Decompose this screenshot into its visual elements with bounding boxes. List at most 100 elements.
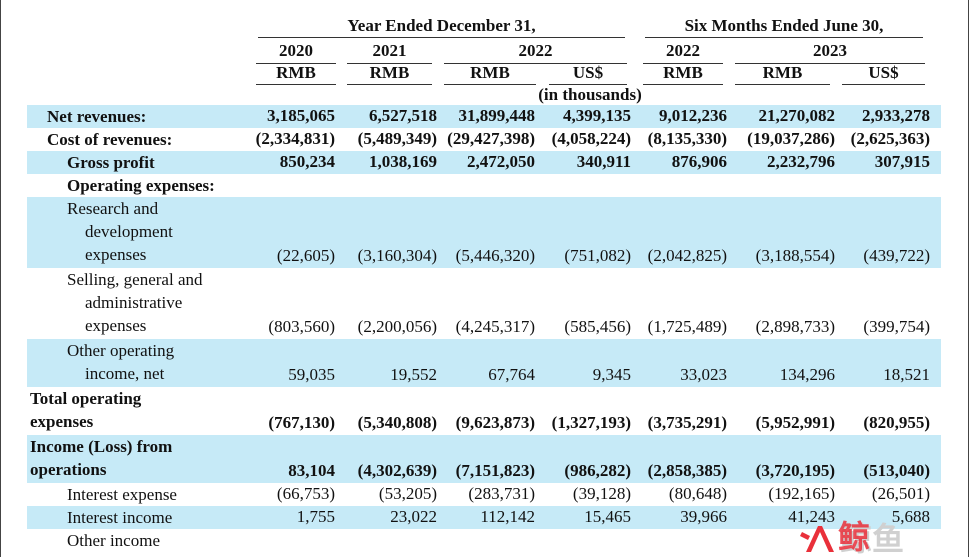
row-label: Total operating expenses	[30, 389, 142, 431]
value-cell: 112,142	[480, 507, 535, 526]
table-row: Other operating income, net 59,035 19,552 67…	[27, 339, 941, 387]
value-cell: (66,753)	[276, 484, 335, 503]
watermark-logo: 鲸鱼 鲸	[800, 518, 904, 557]
value-cell: 1,038,169	[369, 152, 437, 171]
value-cell: (2,042,825)	[647, 246, 727, 265]
row-label: Gross profit	[67, 153, 155, 172]
value-cell: (26,501)	[871, 484, 930, 503]
value-cell: 3,185,065	[267, 106, 335, 125]
value-cell: (2,625,363)	[850, 129, 930, 148]
value-cell: (513,040)	[863, 461, 930, 480]
header-currency-2: RMB	[343, 63, 436, 85]
value-cell: 23,022	[390, 507, 437, 526]
value-cell: (1,725,489)	[647, 317, 727, 336]
row-label: Operating expenses:	[67, 176, 215, 195]
value-cell: 67,764	[488, 365, 535, 384]
value-cell: 6,527,518	[369, 106, 437, 125]
value-cell: 9,345	[592, 365, 631, 384]
row-label: Other income	[67, 531, 160, 550]
watermark-mark-icon	[806, 526, 834, 552]
header-year-2022-six: 2022	[639, 41, 727, 64]
header-year-2023: 2023	[731, 41, 929, 64]
table-row: Interest expense (66,753) (53,205) (283,731…	[27, 483, 941, 506]
value-cell: 83,104	[288, 461, 335, 480]
value-cell: (4,058,224)	[551, 129, 631, 148]
table-row: Total operating expenses (767,130) (5,340,8…	[27, 387, 941, 435]
value-cell: 1,755	[296, 507, 335, 526]
value-cell: 9,012,236	[659, 106, 727, 125]
table-row: Other income	[27, 529, 941, 552]
income-statement-table: Net revenues: 3,185,065 6,527,518 31,899,44…	[27, 105, 941, 552]
table-row: Net revenues: 3,185,065 6,527,518 31,899,44…	[27, 105, 941, 128]
value-cell: 31,899,448	[458, 106, 536, 125]
value-cell: (80,648)	[668, 484, 727, 503]
value-cell: (29,427,398)	[447, 129, 535, 148]
value-cell: (39,128)	[572, 484, 631, 503]
row-label: Other operating income, net	[67, 341, 175, 383]
value-cell: 340,911	[576, 152, 631, 171]
value-cell: (1,327,193)	[551, 413, 631, 432]
value-cell: (8,135,330)	[647, 129, 727, 148]
value-cell: 41,243	[788, 507, 835, 526]
value-cell: (5,952,991)	[755, 413, 835, 432]
header-currency-5: RMB	[639, 63, 727, 85]
value-cell: (751,082)	[564, 246, 631, 265]
value-cell: 876,906	[671, 152, 727, 171]
value-cell: (585,456)	[564, 317, 631, 336]
svg-text:鲸: 鲸	[838, 518, 870, 556]
value-cell: 2,232,796	[767, 152, 835, 171]
table-row: Research and development expenses (22,605) (…	[27, 197, 941, 268]
value-cell: (803,560)	[268, 317, 335, 336]
value-cell: 39,966	[680, 507, 727, 526]
header-currency-1: RMB	[252, 63, 340, 85]
row-label: Net revenues:	[47, 107, 147, 126]
value-cell: 59,035	[288, 365, 335, 384]
value-cell: (192,165)	[768, 484, 835, 503]
value-cell: (9,623,873)	[455, 413, 535, 432]
value-cell: (767,130)	[268, 413, 335, 432]
row-label: Selling, general and administrative expens…	[67, 270, 203, 335]
table-row: Operating expenses:	[27, 174, 941, 197]
value-cell: (5,446,320)	[455, 246, 535, 265]
header-year-2022: 2022	[440, 41, 631, 64]
value-cell: 2,472,050	[467, 152, 535, 171]
value-cell: 850,234	[279, 152, 335, 171]
value-cell: 307,915	[874, 152, 930, 171]
row-label: Cost of revenues:	[47, 130, 173, 149]
value-cell: 21,270,082	[758, 106, 836, 125]
header-currency-3: RMB	[440, 63, 540, 85]
value-cell: (3,160,304)	[357, 246, 437, 265]
value-cell: 33,023	[680, 365, 727, 384]
header-year-2021: 2021	[343, 41, 436, 64]
value-cell: (399,754)	[863, 317, 930, 336]
value-cell: (2,858,385)	[647, 461, 727, 480]
value-cell: (3,720,195)	[755, 461, 835, 480]
table-row: Income (Loss) from operations 83,104 (4,302…	[27, 435, 941, 483]
value-cell: (283,731)	[468, 484, 535, 503]
value-cell: (7,151,823)	[455, 461, 535, 480]
row-label: Research and development expenses	[67, 199, 173, 264]
value-cell: (4,302,639)	[357, 461, 437, 480]
value-cell: (5,340,808)	[357, 413, 437, 432]
table-row: Interest income 1,755 23,022 112,142 15,465 3…	[27, 506, 941, 529]
value-cell: (820,955)	[863, 413, 930, 432]
value-cell: (439,722)	[863, 246, 930, 265]
header-group-six-months: Six Months Ended June 30,	[639, 16, 929, 38]
svg-text:鲸鱼: 鲸鱼	[840, 520, 904, 557]
value-cell: 15,465	[584, 507, 631, 526]
value-cell: 2,933,278	[862, 106, 930, 125]
table-row: Gross profit 850,234 1,038,169 2,472,050 340…	[27, 151, 941, 174]
value-cell: (3,735,291)	[647, 413, 727, 432]
value-cell: (986,282)	[564, 461, 631, 480]
value-cell: (22,605)	[276, 246, 335, 265]
value-cell: 18,521	[883, 365, 930, 384]
value-cell: (2,200,056)	[357, 317, 437, 336]
units-note: (in thousands)	[538, 85, 642, 104]
header-currency-4: US$	[545, 63, 631, 85]
table-row: Selling, general and administrative expens…	[27, 268, 941, 339]
row-label: Interest expense	[67, 485, 177, 504]
header-group-year-ended: Year Ended December 31,	[252, 16, 631, 38]
value-cell: (5,489,349)	[357, 129, 437, 148]
header-group-year-label: Year Ended December 31,	[347, 16, 536, 35]
